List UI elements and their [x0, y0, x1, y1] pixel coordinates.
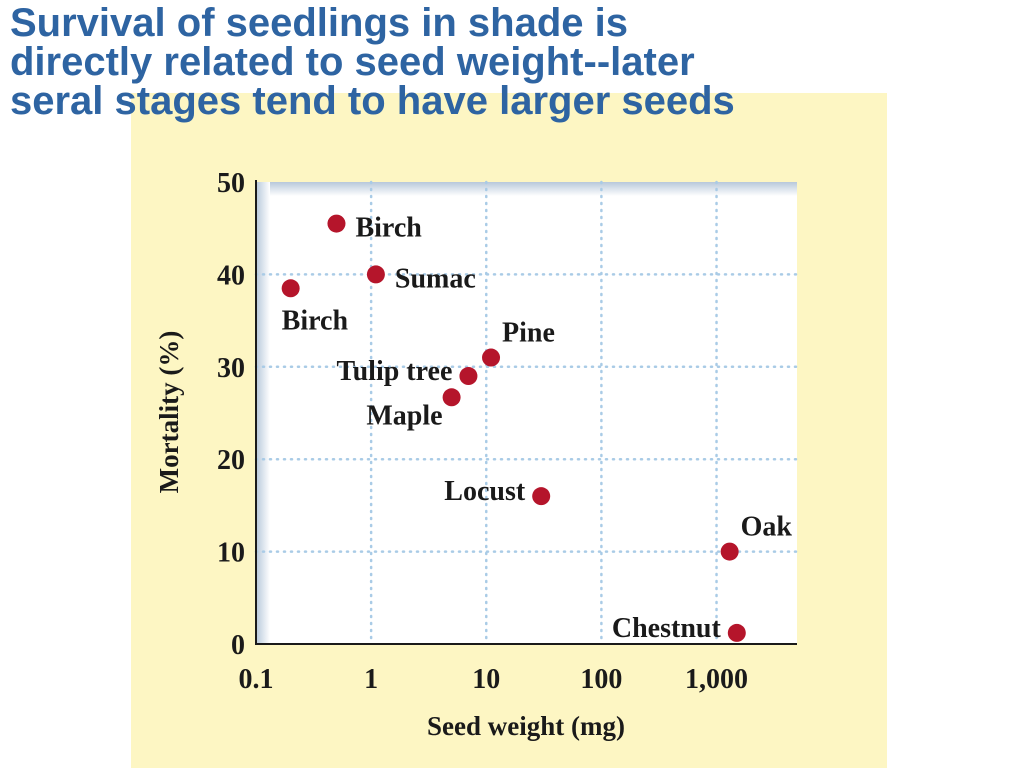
point-label: Locust — [444, 476, 526, 507]
y-axis-title: Mortality (%) — [154, 331, 184, 494]
x-tick-label: 10 — [472, 664, 500, 695]
data-point — [532, 487, 551, 506]
x-axis-title: Seed weight (mg) — [427, 711, 625, 741]
y-tick-label: 20 — [217, 445, 245, 476]
x-tick-label: 100 — [580, 664, 622, 695]
x-tick-label: 1,000 — [685, 664, 748, 695]
plot-area — [256, 182, 797, 644]
data-point — [366, 265, 385, 284]
data-point — [327, 214, 346, 233]
data-point — [720, 542, 739, 561]
x-tick-label: 0.1 — [239, 664, 274, 695]
point-label: Pine — [502, 318, 555, 349]
axes: 0.1 1 10 100 1,000 0 10 20 30 40 50 — [217, 168, 797, 695]
slide-title-line: seral stages tend to have larger seeds — [10, 79, 735, 123]
y-tick-label: 10 — [217, 538, 245, 569]
y-tick-label: 0 — [231, 630, 245, 661]
point-label: Maple — [366, 400, 442, 431]
point-label: Birch — [355, 213, 422, 244]
data-point — [482, 348, 501, 367]
gridlines — [254, 180, 799, 646]
y-tick-label: 50 — [217, 168, 245, 199]
slide-title: Survival of seedlings in shade is direct… — [10, 1, 1010, 123]
slide-title-line: directly related to seed weight--later — [10, 40, 695, 84]
point-label: Birch — [282, 305, 349, 336]
data-point — [727, 623, 746, 642]
point-label: Sumac — [395, 263, 476, 294]
data-points: Birch Sumac Birch Pine Tulip tree Maple Locust… — [281, 213, 793, 644]
point-label: Chestnut — [612, 613, 722, 644]
y-tick-label: 30 — [217, 353, 245, 384]
x-tick-label: 1 — [364, 664, 378, 695]
slide-title-line: Survival of seedlings in shade is — [10, 1, 628, 45]
point-label: Tulip tree — [337, 356, 453, 387]
y-tick-label: 40 — [217, 260, 245, 291]
data-point — [459, 367, 478, 386]
data-point — [281, 279, 300, 298]
data-point — [442, 388, 461, 407]
point-label: Oak — [741, 512, 793, 543]
